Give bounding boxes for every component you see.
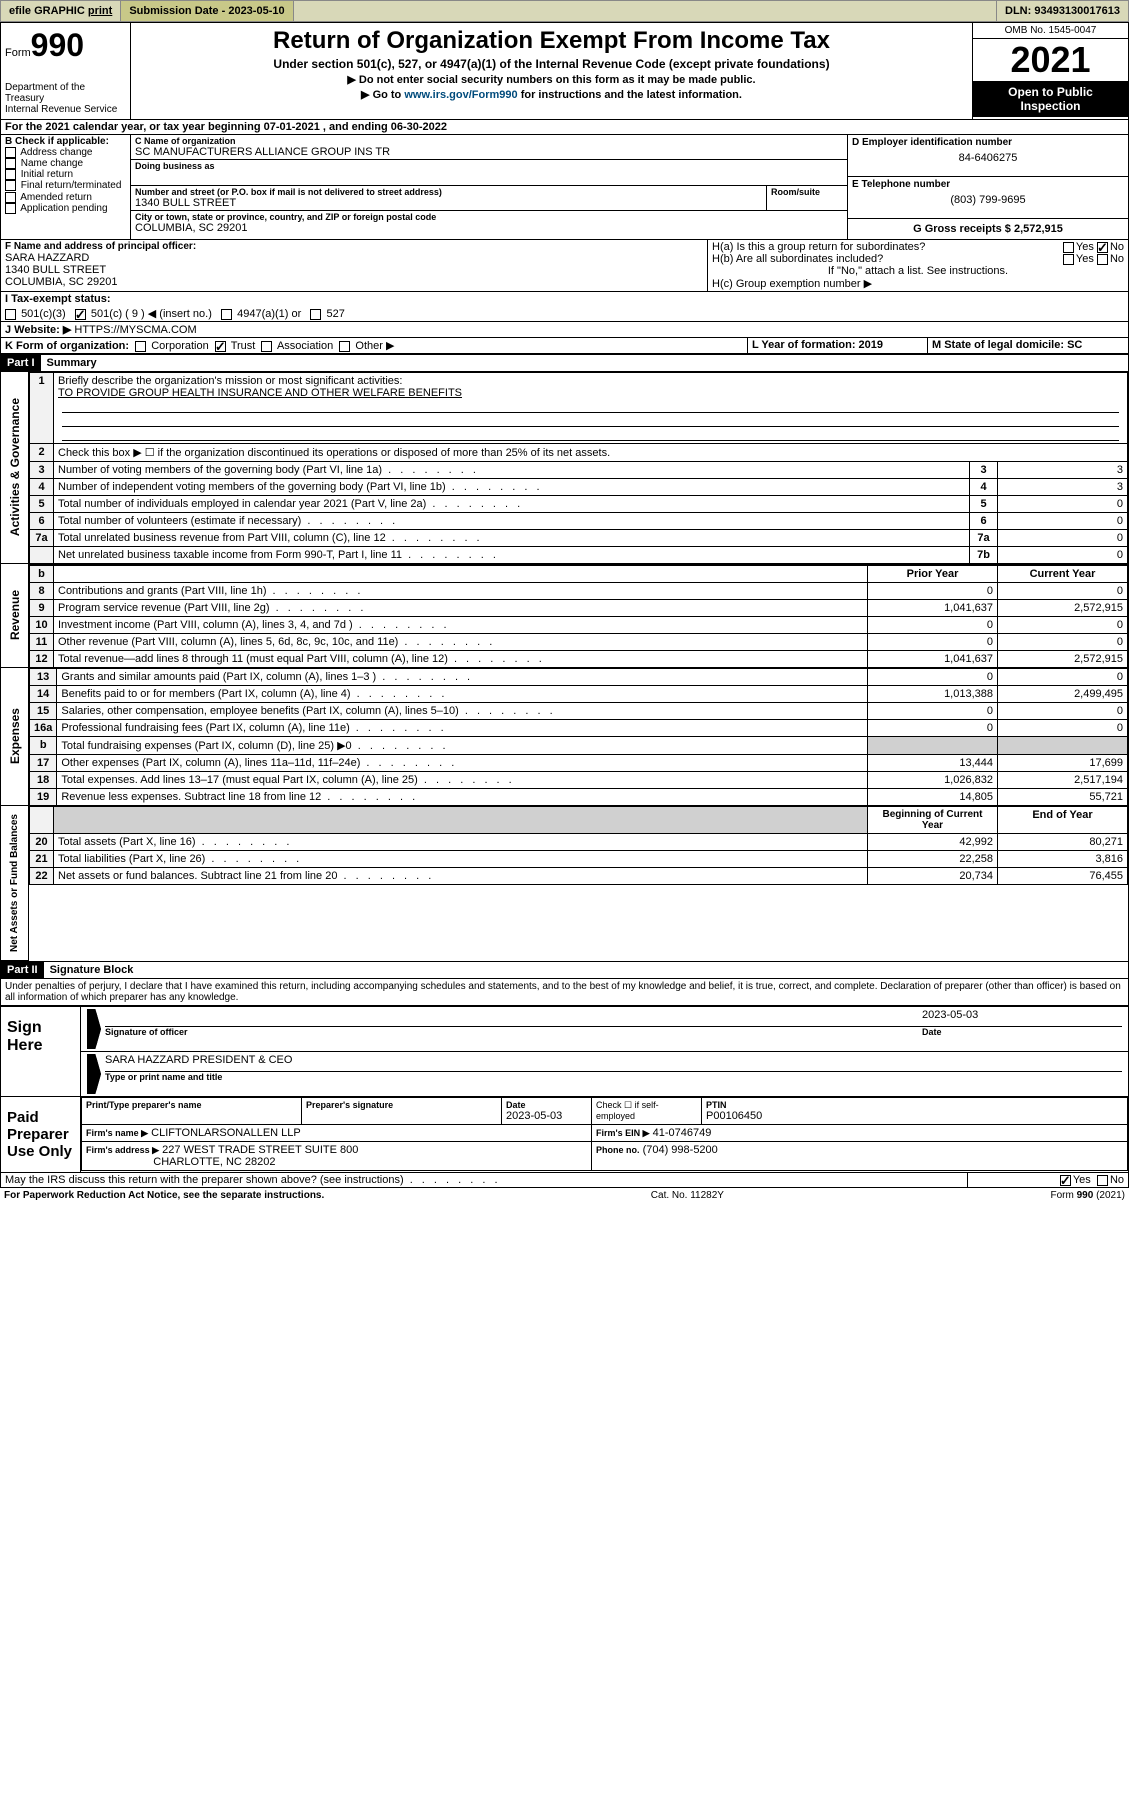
net-table: Beginning of Current Year End of Year 20…: [29, 806, 1128, 885]
may-discuss-row: May the IRS discuss this return with the…: [0, 1173, 1129, 1188]
table-row: bTotal fundraising expenses (Part IX, co…: [30, 737, 1128, 755]
irs-link[interactable]: www.irs.gov/Form990: [404, 89, 517, 101]
line-i: I Tax-exempt status: 501(c)(3) 501(c) ( …: [0, 292, 1129, 322]
irs-label: Internal Revenue Service: [5, 104, 126, 115]
exp-table: 13Grants and similar amounts paid (Part …: [29, 668, 1128, 806]
part1-governance: Activities & Governance 1 Briefly descri…: [0, 372, 1129, 564]
arrow-icon: [87, 1054, 101, 1094]
ein: 84-6406275: [852, 152, 1124, 164]
section-fh: F Name and address of principal officer:…: [0, 240, 1129, 292]
part1-expenses: Expenses 13Grants and similar amounts pa…: [0, 668, 1129, 806]
header-left: Form990 Department of the Treasury Inter…: [1, 23, 131, 119]
checkbox-final-return-terminated[interactable]: Final return/terminated: [5, 180, 126, 191]
spacer: [294, 1, 997, 21]
penalty-text: Under penalties of perjury, I declare th…: [0, 979, 1129, 1006]
line-klm: K Form of organization: Corporation Trus…: [0, 338, 1129, 354]
org-street: 1340 BULL STREET: [135, 197, 762, 209]
form-number: 990: [31, 27, 84, 63]
gov-table: 1 Briefly describe the organization's mi…: [29, 372, 1128, 564]
tax-year: 2021: [973, 39, 1128, 81]
table-row: 6Total number of volunteers (estimate if…: [30, 513, 1128, 530]
line-a: For the 2021 calendar year, or tax year …: [0, 120, 1129, 135]
rev-table: b Prior Year Current Year 8Contributions…: [29, 564, 1128, 668]
table-row: 19Revenue less expenses. Subtract line 1…: [30, 789, 1128, 806]
table-row: 10Investment income (Part VIII, column (…: [30, 617, 1128, 634]
table-row: 20Total assets (Part X, line 16)42,99280…: [30, 834, 1128, 851]
part2-header: Part II Signature Block: [0, 961, 1129, 979]
part1-netassets: Net Assets or Fund Balances Beginning of…: [0, 806, 1129, 961]
inst-1: ▶ Do not enter social security numbers o…: [135, 73, 968, 86]
table-row: 22Net assets or fund balances. Subtract …: [30, 868, 1128, 885]
table-row: 8Contributions and grants (Part VIII, li…: [30, 583, 1128, 600]
print-link[interactable]: print: [88, 5, 112, 17]
org-city: COLUMBIA, SC 29201: [135, 222, 843, 234]
box-b: B Check if applicable: Address change Na…: [1, 135, 131, 239]
checkbox-initial-return[interactable]: Initial return: [5, 169, 126, 180]
line-j: J Website: ▶ HTTPS://MYSCMA.COM: [0, 322, 1129, 338]
paid-preparer-block: Paid Preparer Use Only Print/Type prepar…: [0, 1097, 1129, 1173]
omb-number: OMB No. 1545-0047: [973, 23, 1128, 39]
form-word: Form: [5, 47, 31, 59]
table-row: 14Benefits paid to or for members (Part …: [30, 686, 1128, 703]
mission-text: TO PROVIDE GROUP HEALTH INSURANCE AND OT…: [58, 387, 462, 399]
submission-date: Submission Date - 2023-05-10: [121, 1, 293, 21]
inst-2: ▶ Go to www.irs.gov/Form990 for instruct…: [135, 88, 968, 101]
table-row: 11Other revenue (Part VIII, column (A), …: [30, 634, 1128, 651]
dept-label: Department of the Treasury: [5, 82, 126, 104]
page-footer: For Paperwork Reduction Act Notice, see …: [0, 1188, 1129, 1203]
table-row: 4Number of independent voting members of…: [30, 479, 1128, 496]
table-row: 9Program service revenue (Part VIII, lin…: [30, 600, 1128, 617]
checkbox-name-change[interactable]: Name change: [5, 158, 126, 169]
checkbox-address-change[interactable]: Address change: [5, 147, 126, 158]
open-public: Open to Public Inspection: [973, 81, 1128, 117]
table-row: 21Total liabilities (Part X, line 26)22,…: [30, 851, 1128, 868]
table-row: 18Total expenses. Add lines 13–17 (must …: [30, 772, 1128, 789]
form-title: Return of Organization Exempt From Incom…: [135, 27, 968, 55]
phone: (803) 799-9695: [852, 194, 1124, 206]
checkbox-amended-return[interactable]: Amended return: [5, 192, 126, 203]
website: HTTPS://MYSCMA.COM: [74, 324, 196, 336]
table-row: Net unrelated business taxable income fr…: [30, 547, 1128, 564]
table-row: 17Other expenses (Part IX, column (A), l…: [30, 755, 1128, 772]
table-row: 3Number of voting members of the governi…: [30, 462, 1128, 479]
table-row: 15Salaries, other compensation, employee…: [30, 703, 1128, 720]
arrow-icon: [87, 1009, 101, 1049]
org-name: SC MANUFACTURERS ALLIANCE GROUP INS TR: [135, 146, 843, 158]
box-c: C Name of organization SC MANUFACTURERS …: [131, 135, 848, 239]
part1-header: Part I Summary: [0, 354, 1129, 372]
table-row: 5Total number of individuals employed in…: [30, 496, 1128, 513]
header-mid: Return of Organization Exempt From Incom…: [131, 23, 973, 119]
table-row: 12Total revenue—add lines 8 through 11 (…: [30, 651, 1128, 668]
table-row: 16aProfessional fundraising fees (Part I…: [30, 720, 1128, 737]
part1-revenue: Revenue b Prior Year Current Year 8Contr…: [0, 564, 1129, 668]
gross-receipts: G Gross receipts $ 2,572,915: [913, 223, 1063, 235]
form-header: Form990 Department of the Treasury Inter…: [0, 22, 1129, 120]
box-deg: D Employer identification number 84-6406…: [848, 135, 1128, 239]
officer-name: SARA HAZZARD PRESIDENT & CEO: [105, 1054, 1122, 1072]
box-f: F Name and address of principal officer:…: [1, 240, 708, 291]
section-bcdeg: B Check if applicable: Address change Na…: [0, 135, 1129, 240]
box-h: H(a) Is this a group return for subordin…: [708, 240, 1128, 291]
form-subtitle: Under section 501(c), 527, or 4947(a)(1)…: [135, 57, 968, 71]
sign-here-block: Sign Here Signature of officer 2023-05-0…: [0, 1006, 1129, 1097]
top-toolbar: efile GRAPHIC print Submission Date - 20…: [0, 0, 1129, 22]
dln-label: DLN: 93493130017613: [997, 1, 1128, 21]
checkbox-application-pending[interactable]: Application pending: [5, 203, 126, 214]
table-row: 13Grants and similar amounts paid (Part …: [30, 669, 1128, 686]
efile-label: efile GRAPHIC print: [1, 1, 121, 21]
table-row: 7aTotal unrelated business revenue from …: [30, 530, 1128, 547]
header-right: OMB No. 1545-0047 2021 Open to Public In…: [973, 23, 1128, 119]
